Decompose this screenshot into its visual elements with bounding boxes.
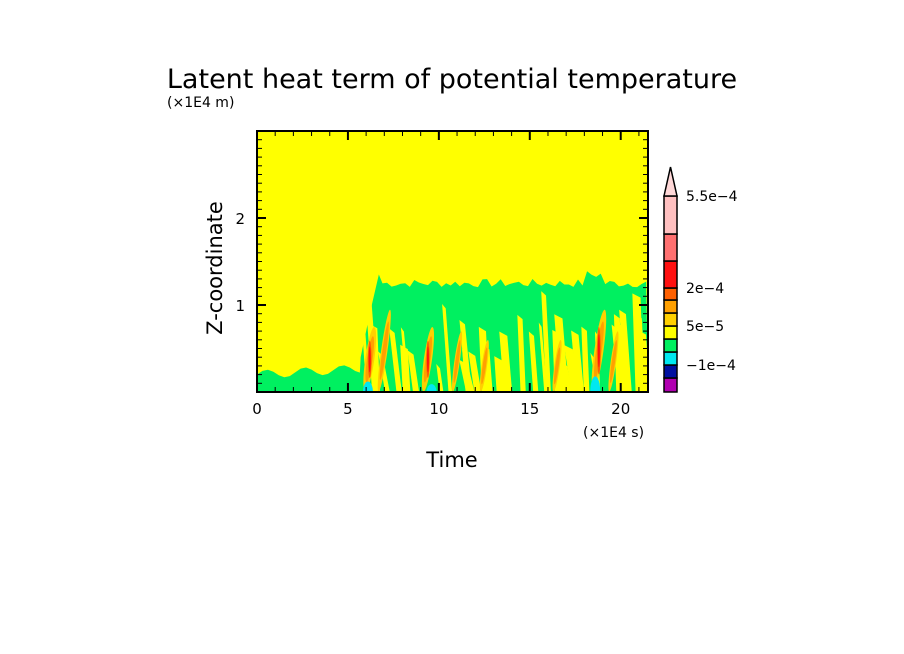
colorbar-label: 5e−5 [686,319,724,335]
colorbar-box [663,260,678,289]
field-streak-yellow [638,314,646,392]
colorbar-box [663,312,678,327]
field-streak-yellow [389,328,402,392]
field-streak-yellow [400,327,410,392]
colorbar-box [663,338,678,353]
heatmap-field [257,131,648,392]
colorbar-box [663,325,678,340]
y-axis-label: Z-coordinate [203,201,227,335]
x-tick-label: 15 [520,400,539,418]
field-streak-yellow [616,323,630,392]
field-streak-yellow [407,350,420,392]
field-streak-yellow [499,331,513,392]
y-tick-label: 2 [235,210,245,228]
field-streak-yellow [468,351,482,392]
y-unit-label: (×1E4 m) [167,95,234,111]
colorbar-label: 5.5e−4 [686,189,738,205]
colorbar-label: 2e−4 [686,281,724,297]
field-streak-yellow [459,359,475,392]
field-streak-yellow [436,363,444,392]
field-streak-yellow [581,326,590,392]
field-negative-cyan [426,384,437,392]
field-negative-cyan [362,381,373,392]
x-tick-label: 5 [343,400,353,418]
x-unit-label: (×1E4 s) [583,425,644,441]
field-region-green-low [257,365,363,392]
colorbar-box [663,364,678,379]
field-streak-yellow [517,314,526,392]
colorbar-box [663,233,678,262]
field-streak-yellow [528,331,539,392]
field-core-orange [553,347,561,385]
field-core-orange [481,347,488,385]
colorbar-label: −1e−4 [686,358,736,374]
field-core-orange [379,321,389,380]
x-axis-label: Time [425,448,477,472]
field-negative-cyan [590,376,601,392]
field-core-red [597,334,600,368]
field-core-orange [609,340,617,384]
colorbar: 5.5e−4 2e−4 5e−5 −1e−4 [663,166,738,393]
chart-title: Latent heat term of potential temperatur… [167,64,737,95]
x-tick-label: 0 [252,400,262,418]
field-core-orange [453,340,461,384]
x-tick-label: 10 [429,400,448,418]
colorbar-box [663,377,678,393]
x-tick-label: 20 [611,400,630,418]
colorbar-box [663,195,678,235]
field-streak-yellow [495,360,507,392]
field-core-red [427,346,429,373]
colorbar-box [663,299,678,314]
field-streak-yellow [538,322,548,392]
colorbar-extend-arrow [663,166,678,197]
field-core-red [368,346,371,373]
field-streak-yellow [541,291,551,392]
colorbar-box [663,351,678,366]
field-streak-yellow [571,330,584,392]
field-streak-yellow [442,303,453,392]
axis-ticks: 0 5 10 15 20 1 2 [235,131,648,418]
field-streak-yellow [562,361,573,392]
y-tick-label: 1 [235,297,245,315]
colorbar-box [663,287,678,301]
